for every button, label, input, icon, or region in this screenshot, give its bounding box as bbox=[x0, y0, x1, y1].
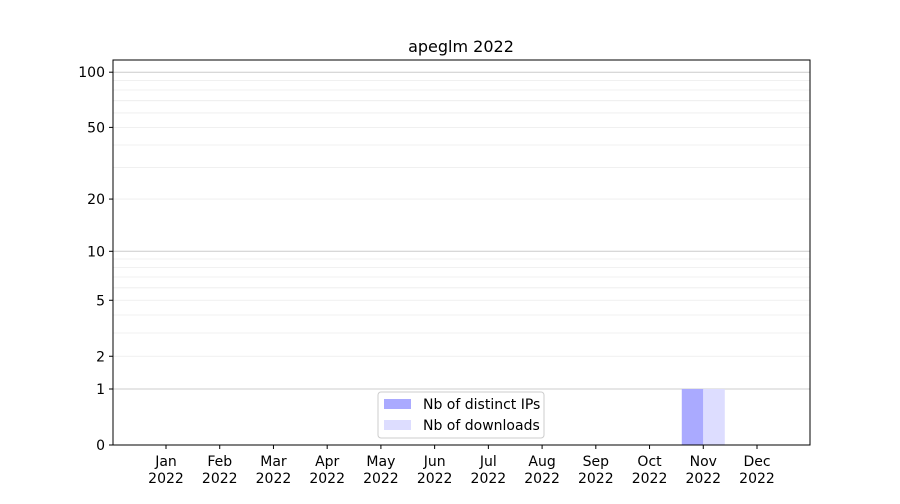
x-tick-label: May bbox=[366, 454, 395, 470]
grid bbox=[113, 71, 810, 390]
y-tick-label: 50 bbox=[87, 120, 105, 136]
x-tick-label: 2022 bbox=[739, 471, 775, 487]
y-tick-label: 10 bbox=[87, 244, 105, 260]
bar-distinct-ips bbox=[681, 389, 704, 445]
bars bbox=[681, 389, 725, 445]
x-tick-label: Apr bbox=[315, 454, 339, 470]
legend-label-ips: Nb of distinct IPs bbox=[423, 397, 540, 413]
y-axis: 0 1 2 5 10 20 50 100 bbox=[78, 65, 113, 454]
x-tick-label: 2022 bbox=[685, 471, 721, 487]
legend: Nb of distinct IPs Nb of downloads bbox=[377, 391, 545, 439]
x-tick-label: 2022 bbox=[632, 471, 668, 487]
x-tick-label: Jun bbox=[423, 454, 446, 470]
x-tick-label: 2022 bbox=[578, 471, 614, 487]
legend-swatch-downloads bbox=[384, 420, 411, 430]
x-tick-label: Jul bbox=[479, 454, 497, 470]
x-tick-label: 2022 bbox=[256, 471, 292, 487]
x-tick-label: 2022 bbox=[202, 471, 238, 487]
x-tick-label: 2022 bbox=[148, 471, 184, 487]
y-tick-label: 20 bbox=[87, 192, 105, 208]
y-tick-label: 2 bbox=[96, 349, 105, 365]
legend-swatch-ips bbox=[384, 399, 411, 409]
x-tick-label: Sep bbox=[583, 454, 610, 470]
x-tick-label: Aug bbox=[528, 454, 555, 470]
legend-label-downloads: Nb of downloads bbox=[423, 418, 540, 434]
legend-box bbox=[377, 391, 545, 439]
x-axis: Jan2022Feb2022Mar2022Apr2022May2022Jun20… bbox=[148, 445, 775, 487]
x-tick-label: Mar bbox=[260, 454, 287, 470]
y-tick-label: 5 bbox=[96, 293, 105, 309]
x-tick-label: Nov bbox=[690, 454, 717, 470]
y-tick-label: 0 bbox=[96, 438, 105, 454]
x-tick-label: Oct bbox=[637, 454, 662, 470]
plot-frame bbox=[112, 59, 811, 446]
x-tick-label: Feb bbox=[207, 454, 232, 470]
x-tick-label: 2022 bbox=[524, 471, 560, 487]
x-tick-label: 2022 bbox=[363, 471, 399, 487]
x-tick-label: Dec bbox=[743, 454, 770, 470]
chart-title: apeglm 2022 bbox=[408, 37, 514, 56]
x-tick-label: 2022 bbox=[309, 471, 345, 487]
y-tick-label: 1 bbox=[96, 382, 105, 398]
x-tick-label: 2022 bbox=[417, 471, 453, 487]
y-tick-label: 100 bbox=[78, 65, 105, 81]
x-tick-label: Jan bbox=[154, 454, 177, 470]
x-tick-label: 2022 bbox=[471, 471, 507, 487]
bar-downloads bbox=[703, 389, 725, 445]
